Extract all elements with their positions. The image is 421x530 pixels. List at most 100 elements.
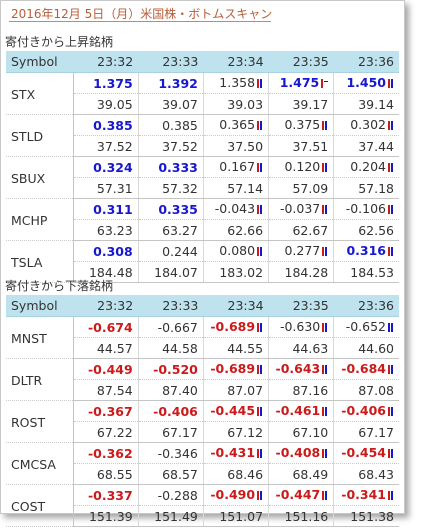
table-row: CMCSA -0.362 -0.346 -0.431 -0.408 -0.454 bbox=[6, 442, 399, 485]
change-value: -0.461 bbox=[275, 403, 321, 418]
price-cell: 151.07 bbox=[203, 505, 270, 527]
price-cell: 57.18 bbox=[333, 177, 399, 199]
red-blue-icon bbox=[388, 244, 394, 259]
change-value: -0.520 bbox=[153, 361, 198, 377]
change-value: -0.447 bbox=[275, 487, 321, 502]
symbol-cell: TSLA bbox=[6, 240, 74, 283]
change-cell: 0.120 bbox=[268, 156, 335, 178]
rising-table: Symbol 23:32 23:33 23:34 23:35 23:36 STX… bbox=[6, 51, 399, 283]
change-cell: 1.475 bbox=[268, 72, 335, 94]
change-value: 0.333 bbox=[158, 159, 198, 175]
change-value: 0.302 bbox=[350, 117, 386, 132]
change-value: -0.406 bbox=[341, 403, 386, 418]
red-blue-icon bbox=[388, 362, 394, 377]
table-row: 44.57 44.58 44.55 44.63 44.60 bbox=[6, 337, 399, 359]
price-cell: 44.58 bbox=[138, 337, 204, 359]
price-cell: 68.55 bbox=[73, 463, 139, 485]
change-cell: 0.385 bbox=[73, 114, 139, 136]
table-row: ROST -0.367 -0.406 -0.445 -0.461 -0.406 bbox=[6, 400, 399, 443]
price-cell: 87.16 bbox=[268, 379, 335, 401]
red-blue-icon bbox=[322, 202, 328, 217]
change-value: -0.445 bbox=[210, 403, 256, 418]
change-cell: -0.341 bbox=[333, 484, 399, 506]
price-cell: 57.09 bbox=[268, 177, 335, 199]
change-cell: 0.385 bbox=[138, 114, 204, 136]
price-cell: 62.66 bbox=[203, 219, 270, 241]
red-dash-icon bbox=[321, 76, 329, 91]
price-cell: 67.12 bbox=[203, 421, 270, 443]
table-row: STLD 0.385 0.385 0.365 0.375 0.302 bbox=[6, 114, 399, 157]
change-value: -0.043 bbox=[214, 201, 256, 216]
change-cell: -0.431 bbox=[203, 442, 270, 464]
falling-table-body: MNST -0.674 -0.667 -0.689 -0.630 -0.652 44.57 4… bbox=[6, 316, 399, 527]
table-row: 67.22 67.17 67.12 67.10 67.17 bbox=[6, 421, 399, 443]
change-value: 1.450 bbox=[346, 75, 386, 90]
change-cell: 0.308 bbox=[73, 240, 139, 262]
symbol-column-header: Symbol bbox=[6, 51, 73, 73]
change-cell: 0.335 bbox=[138, 198, 204, 220]
change-cell: 0.167 bbox=[203, 156, 270, 178]
price-cell: 37.52 bbox=[138, 135, 204, 157]
price-cell: 37.52 bbox=[73, 135, 139, 157]
change-cell: -0.445 bbox=[203, 400, 270, 422]
change-cell: -0.367 bbox=[73, 400, 139, 422]
table-row: 57.31 57.32 57.14 57.09 57.18 bbox=[6, 177, 399, 199]
price-cell: 44.60 bbox=[333, 337, 399, 359]
red-blue-icon bbox=[257, 118, 263, 133]
price-cell: 151.49 bbox=[138, 505, 204, 527]
change-value: 0.311 bbox=[93, 201, 133, 217]
red-blue-icon bbox=[257, 446, 263, 461]
change-value: -0.490 bbox=[210, 487, 256, 502]
change-value: -0.630 bbox=[279, 319, 321, 334]
change-cell: 1.392 bbox=[138, 72, 204, 94]
price-cell: 184.48 bbox=[73, 261, 139, 283]
price-cell: 184.53 bbox=[333, 261, 399, 283]
change-cell: -0.288 bbox=[138, 484, 204, 506]
change-value: 0.167 bbox=[219, 159, 256, 174]
change-cell: -0.667 bbox=[138, 316, 204, 338]
price-cell: 39.05 bbox=[73, 93, 139, 115]
symbol-cell: MNST bbox=[6, 316, 74, 359]
change-cell: -0.454 bbox=[333, 442, 399, 464]
change-value: -0.367 bbox=[87, 403, 133, 419]
change-cell: -0.043 bbox=[203, 198, 270, 220]
symbol-cell: COST bbox=[6, 484, 74, 527]
red-blue-icon bbox=[322, 404, 328, 419]
symbol-cell: STLD bbox=[6, 114, 74, 157]
change-cell: 0.333 bbox=[138, 156, 204, 178]
change-cell: 1.375 bbox=[73, 72, 139, 94]
price-cell: 87.40 bbox=[138, 379, 204, 401]
price-cell: 57.31 bbox=[73, 177, 139, 199]
change-cell: 0.316 bbox=[333, 240, 399, 262]
change-cell: -0.447 bbox=[268, 484, 335, 506]
change-value: -0.674 bbox=[87, 319, 133, 335]
change-value: -0.341 bbox=[341, 487, 386, 502]
change-value: -0.362 bbox=[87, 445, 133, 461]
page-title: 2016年12月 5日（月）米国株・ボトムスキャン bbox=[11, 7, 273, 21]
price-cell: 63.23 bbox=[73, 219, 139, 241]
change-cell: -0.337 bbox=[73, 484, 139, 506]
price-cell: 151.16 bbox=[268, 505, 335, 527]
change-value: -0.643 bbox=[275, 361, 321, 376]
change-cell: -0.406 bbox=[138, 400, 204, 422]
change-value: -0.037 bbox=[279, 201, 321, 216]
change-cell: -0.346 bbox=[138, 442, 204, 464]
red-blue-icon bbox=[388, 446, 394, 461]
change-value: 0.120 bbox=[284, 159, 321, 174]
price-cell: 67.10 bbox=[268, 421, 335, 443]
change-cell: 0.324 bbox=[73, 156, 139, 178]
rising-table-body: STX 1.375 1.392 1.358 1.475 1.450 39.05 39.07 39… bbox=[6, 72, 399, 283]
table-row: DLTR -0.449 -0.520 -0.689 -0.643 -0.684 bbox=[6, 358, 399, 401]
price-cell: 57.32 bbox=[138, 177, 204, 199]
change-cell: 0.375 bbox=[268, 114, 335, 136]
red-blue-icon bbox=[257, 488, 263, 503]
change-value: 1.358 bbox=[219, 75, 256, 90]
change-cell: -0.037 bbox=[268, 198, 335, 220]
change-value: -0.667 bbox=[157, 319, 198, 335]
symbol-cell: CMCSA bbox=[6, 442, 74, 485]
table-row: 184.48 184.07 183.02 184.28 184.53 bbox=[6, 261, 399, 283]
change-cell: 1.450 bbox=[333, 72, 399, 94]
change-value: -0.689 bbox=[210, 361, 256, 376]
price-cell: 62.67 bbox=[268, 219, 335, 241]
red-blue-icon bbox=[322, 488, 328, 503]
